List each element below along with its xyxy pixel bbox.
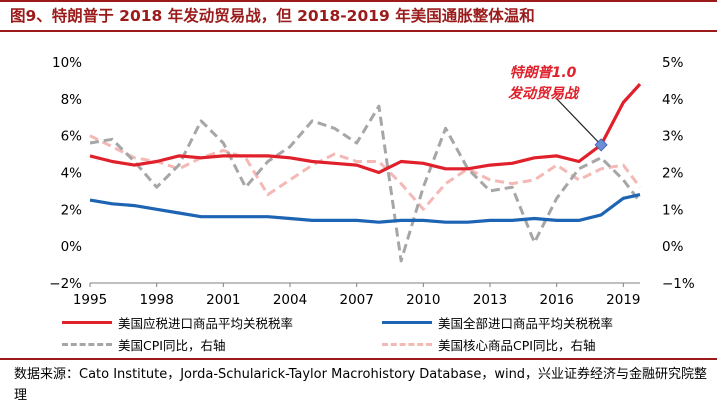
series-line-0 <box>89 83 642 175</box>
legend-item-all-imports-tariff: 美国全部进口商品平均关税税率 <box>382 312 613 332</box>
legend-swatch-dutiable-tariff <box>62 320 112 324</box>
annotation-line2: 发动贸易战 <box>508 85 580 102</box>
right-tick-label-2: 3% <box>662 129 684 145</box>
x-tick-label-2001: 2001 <box>206 292 240 308</box>
legend: 美国应税进口商品平均关税税率 美国全部进口商品平均关税税率 美国CPI同比，右轴… <box>0 308 717 356</box>
source-rule <box>0 358 717 360</box>
x-tick-label-2019: 2019 <box>606 292 640 308</box>
right-tick-label-3: 2% <box>662 166 684 182</box>
right-tick-label-0: 5% <box>662 55 684 71</box>
left-tick-label-1: 8% <box>61 92 83 108</box>
x-tick-label-2010: 2010 <box>406 292 440 308</box>
left-tick-label-2: 6% <box>61 129 83 145</box>
legend-item-core-goods-cpi: 美国核心商品CPI同比，右轴 <box>382 334 595 354</box>
right-tick-label-4: 1% <box>662 202 684 218</box>
legend-label-core-goods-cpi: 美国核心商品CPI同比，右轴 <box>438 337 596 353</box>
x-tick-label-2004: 2004 <box>273 292 307 308</box>
left-tick-label-4: 2% <box>61 202 83 218</box>
series-line-3 <box>89 134 642 211</box>
page-title: 图9、特朗普于 2018 年发动贸易战，但 2018-2019 年美国通胀整体温… <box>10 7 535 25</box>
left-tick-label-5: 0% <box>61 239 83 255</box>
title-rule <box>0 30 717 32</box>
legend-label-all-imports-tariff: 美国全部进口商品平均关税税率 <box>438 315 614 331</box>
x-tick-label-2013: 2013 <box>473 292 507 308</box>
x-tick-label-2007: 2007 <box>339 292 373 308</box>
right-tick-label-5: 0% <box>662 239 684 255</box>
legend-swatch-core-goods-cpi <box>382 342 432 346</box>
x-tick-label-1998: 1998 <box>139 292 173 308</box>
annotation-leader-line <box>555 97 599 143</box>
legend-swatch-all-imports-tariff <box>382 320 432 324</box>
left-tick-label-6: −2% <box>49 276 82 292</box>
legend-label-cpi: 美国CPI同比，右轴 <box>118 337 226 353</box>
x-tick-label-1995: 1995 <box>73 292 107 308</box>
right-tick-label-6: −1% <box>662 276 695 292</box>
legend-item-cpi: 美国CPI同比，右轴 <box>62 334 225 354</box>
series-line-1 <box>89 193 641 224</box>
source-note: 数据来源：Cato Institute，Jorda-Schularick-Tay… <box>14 367 708 403</box>
legend-item-dutiable-tariff: 美国应税进口商品平均关税税率 <box>62 312 293 332</box>
legend-label-dutiable-tariff: 美国应税进口商品平均关税税率 <box>118 315 294 331</box>
legend-swatch-cpi <box>62 342 112 346</box>
annotation-line1: 特朗普1.0 <box>510 64 577 81</box>
chart-area: 1995 1998 2001 2004 2007 2010 2013 2016 2019 10% 8… <box>49 55 695 308</box>
series-line-2 <box>89 104 642 263</box>
left-tick-label-3: 4% <box>61 166 83 182</box>
annotation-marker <box>594 138 608 152</box>
right-tick-label-1: 4% <box>662 92 684 108</box>
top-rule <box>0 0 717 2</box>
x-tick-label-2016: 2016 <box>539 292 573 308</box>
left-tick-label-0: 10% <box>52 55 82 71</box>
